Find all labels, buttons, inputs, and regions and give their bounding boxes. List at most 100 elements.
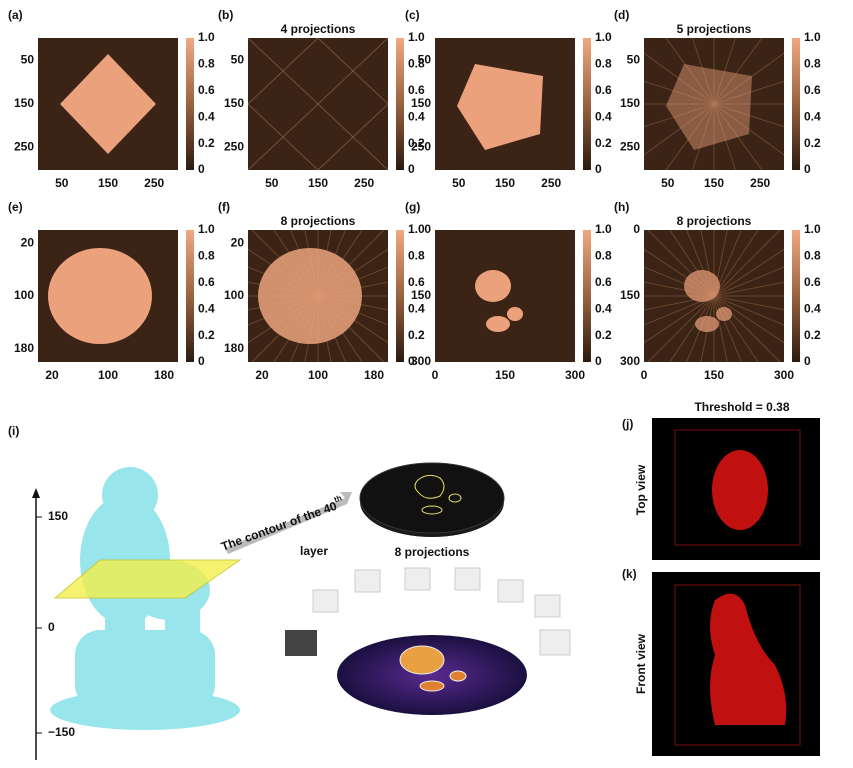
colorbar-label: 0.4 <box>408 301 425 315</box>
y-tick-label: 150 <box>411 96 431 110</box>
shape <box>695 316 719 332</box>
colorbar-label: 0.4 <box>804 301 821 315</box>
y-tick-label: 250 <box>620 140 640 154</box>
y-tick-label: 150 <box>14 96 34 110</box>
slice-plane <box>53 559 242 599</box>
colorbar-label: 0.6 <box>804 83 821 97</box>
shape <box>48 248 152 344</box>
x-tick-label: 300 <box>565 368 585 382</box>
x-tick-label: 250 <box>144 176 164 190</box>
y-tick-label: 50 <box>21 53 35 67</box>
shape <box>666 64 752 150</box>
shape <box>258 248 362 344</box>
x-tick-label: 150 <box>495 368 515 382</box>
bounding-box <box>674 429 801 546</box>
x-tick-label: 50 <box>452 176 466 190</box>
y-tick-label: 100 <box>224 288 244 302</box>
colorbar-label: 0.8 <box>595 249 612 263</box>
panel-title: 8 projections <box>281 214 356 228</box>
colorbar-label: 0.4 <box>408 109 425 123</box>
y-tick-label: 0 <box>633 222 640 236</box>
colorbar <box>583 38 591 170</box>
render <box>712 450 768 530</box>
panel-label: (g) <box>405 200 420 214</box>
contour <box>421 505 443 515</box>
y-tick-label: 180 <box>224 341 244 355</box>
y-tick-label: 50 <box>418 53 432 67</box>
x-tick-label: 250 <box>541 176 561 190</box>
colorbar-label: 0 <box>408 354 415 368</box>
contour <box>414 474 445 499</box>
colorbar-label: 1.0 <box>595 30 612 44</box>
colorbar-label: 0.8 <box>408 249 425 263</box>
panel-label: (b) <box>218 8 233 22</box>
x-tick-label: 50 <box>55 176 69 190</box>
x-tick-label: 100 <box>308 368 328 382</box>
projection-disk <box>337 635 527 715</box>
colorbar-label: 0 <box>804 354 811 368</box>
colorbar-label: 0.4 <box>198 109 215 123</box>
projections-title: 8 projections <box>395 545 470 559</box>
artifact <box>317 103 389 171</box>
shape <box>60 54 156 154</box>
arrow <box>225 492 352 554</box>
x-tick-label: 300 <box>774 368 794 382</box>
colorbar-label: 0.2 <box>408 328 425 342</box>
panels: (a)50 150 2505015025000.20.40.60.81.0(b)4 … <box>8 8 821 382</box>
y-tick-label: 250 <box>224 140 244 154</box>
y-tick-label: 150 <box>620 96 640 110</box>
x-tick-label: 180 <box>154 368 174 382</box>
colorbar-label: 0.6 <box>408 83 425 97</box>
colorbar-label: 0.2 <box>595 136 612 150</box>
colorbar <box>583 230 591 362</box>
shape <box>684 270 720 302</box>
colorbar-label: 0.4 <box>595 109 612 123</box>
colorbar-label: 1.0 <box>595 222 612 236</box>
colorbar-label: 0.2 <box>804 328 821 342</box>
y-tick-label: 50 <box>231 53 245 67</box>
colorbar-label: 1.0 <box>804 30 821 44</box>
colorbar-label: 0.2 <box>198 328 215 342</box>
colorbar-label: 0.8 <box>198 57 215 71</box>
artifact <box>644 80 784 128</box>
x-tick-label: 20 <box>255 368 269 382</box>
colorbar <box>186 230 194 362</box>
contour-superscript: th <box>333 493 343 504</box>
colorbar <box>396 38 404 170</box>
panel-label: (a) <box>8 8 23 22</box>
colorbar-label: 0.6 <box>198 83 215 97</box>
y-tick-label: 0 <box>424 222 431 236</box>
render <box>710 593 787 725</box>
shape <box>507 307 523 321</box>
x-tick-label: 100 <box>98 368 118 382</box>
axis-label: −150 <box>48 725 75 739</box>
x-tick-label: 50 <box>661 176 675 190</box>
x-tick-label: 0 <box>432 368 439 382</box>
x-tick-label: 250 <box>354 176 374 190</box>
colorbar-label: 0.2 <box>408 136 425 150</box>
colorbar-label: 0.2 <box>804 136 821 150</box>
colorbar-label: 0.8 <box>595 57 612 71</box>
panel-label: (d) <box>614 8 629 22</box>
colorbar-label: 0 <box>198 354 205 368</box>
colorbar-label: 0 <box>198 162 205 176</box>
colorbar-label: 1.0 <box>198 30 215 44</box>
colorbar-label: 0.6 <box>408 275 425 289</box>
view-label: Front view <box>634 633 648 694</box>
shape <box>716 307 732 321</box>
artifact <box>247 37 389 171</box>
y-tick-label: 300 <box>620 354 640 368</box>
x-tick-label: 180 <box>364 368 384 382</box>
cameras <box>312 567 571 656</box>
panel-title: 5 projections <box>677 22 752 36</box>
colorbar-label: 0.8 <box>804 57 821 71</box>
colorbar-label: 0.6 <box>595 275 612 289</box>
colorbar <box>792 38 800 170</box>
panel-label: (f) <box>218 200 230 214</box>
panel-title: 4 projections <box>281 22 356 36</box>
y-tick-label: 250 <box>14 140 34 154</box>
panel-label: (k) <box>622 567 637 581</box>
y-tick-label: 50 <box>627 53 641 67</box>
contour <box>448 493 462 503</box>
